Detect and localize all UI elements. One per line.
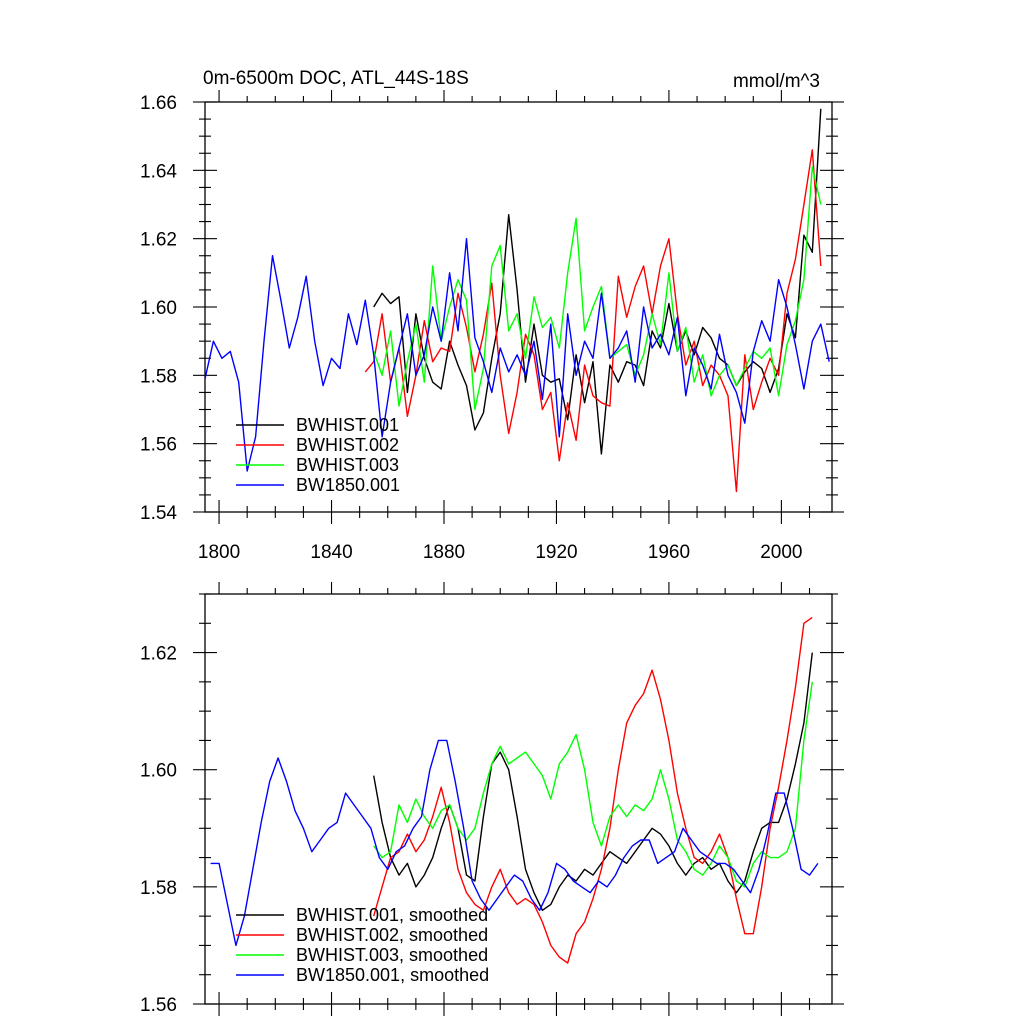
y-tick-label: 1.54 bbox=[140, 503, 177, 524]
x-tick-label: 1920 bbox=[535, 542, 577, 563]
x-tick-label: 1800 bbox=[198, 542, 240, 563]
y-tick-label: 1.56 bbox=[140, 995, 177, 1016]
series-line-bwhist-002 bbox=[364, 149, 822, 493]
y-tick-label: 1.56 bbox=[140, 435, 177, 456]
legend-label: BW1850.001 bbox=[296, 475, 400, 495]
top-chart-panel: 0m-6500m DOC, ATL_44S-18S mmol/m^3 1800 1… bbox=[140, 68, 844, 563]
y-tick-label: 1.64 bbox=[140, 161, 177, 182]
series-line-bw1850-001-smoothed bbox=[210, 739, 819, 947]
legend-label: BWHIST.002 bbox=[296, 435, 399, 455]
series-line-bwhist-003-smoothed bbox=[373, 681, 813, 888]
legend-label: BWHIST.003 bbox=[296, 455, 399, 475]
chart-title: 0m-6500m DOC, ATL_44S-18S bbox=[203, 68, 469, 89]
series-line-bwhist-003 bbox=[373, 166, 822, 411]
x-tick-label: 1880 bbox=[423, 542, 465, 563]
y-tick-label: 1.62 bbox=[140, 644, 177, 665]
y-tick-label: 1.58 bbox=[140, 366, 177, 387]
series-line-bwhist-002-smoothed bbox=[373, 616, 813, 964]
legend-label: BW1850.001, smoothed bbox=[296, 965, 489, 985]
x-tick-label: 2000 bbox=[760, 542, 802, 563]
y-tick-label: 1.66 bbox=[140, 93, 177, 114]
y-tick-label: 1.58 bbox=[140, 878, 177, 899]
x-tick-label: 1840 bbox=[310, 542, 352, 563]
units-label: mmol/m^3 bbox=[733, 71, 820, 92]
y-tick-label: 1.62 bbox=[140, 230, 177, 251]
y-tick-label: 1.60 bbox=[140, 761, 177, 782]
series-line-bw1850-001 bbox=[204, 237, 830, 472]
series-line-bwhist-001 bbox=[373, 108, 822, 455]
legend-label: BWHIST.002, smoothed bbox=[296, 925, 488, 945]
series-line-bwhist-001-smoothed bbox=[373, 652, 813, 911]
legend-label: BWHIST.003, smoothed bbox=[296, 945, 488, 965]
legend-label: BWHIST.001 bbox=[296, 415, 399, 435]
x-tick-label: 1960 bbox=[648, 542, 690, 563]
legend-label: BWHIST.001, smoothed bbox=[296, 905, 488, 925]
y-tick-label: 1.60 bbox=[140, 298, 177, 319]
